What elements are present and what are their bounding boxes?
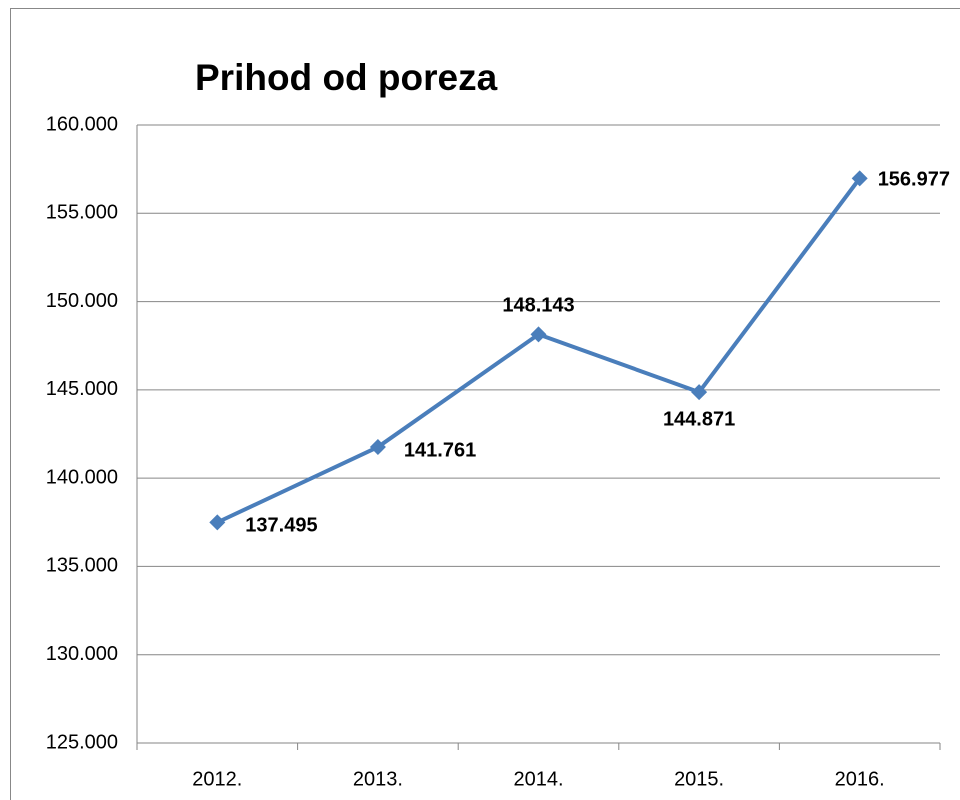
- chart-border: [10, 8, 960, 800]
- y-tick-label: 160.000: [46, 113, 118, 135]
- y-tick-label: 135.000: [46, 555, 118, 577]
- data-label: 144.871: [663, 408, 735, 430]
- marker: [851, 170, 868, 187]
- data-label: 148.143: [502, 295, 574, 317]
- data-label: 156.977: [878, 169, 950, 191]
- y-tick-label: 130.000: [46, 643, 118, 665]
- x-tick-label: 2015.: [674, 768, 724, 790]
- x-tick-label: 2014.: [513, 768, 563, 790]
- y-tick-label: 140.000: [46, 466, 118, 488]
- chart-title: Prihod od poreza: [195, 57, 498, 98]
- marker: [209, 514, 226, 531]
- marker: [691, 384, 708, 401]
- x-tick-label: 2013.: [353, 768, 403, 790]
- x-tick-label: 2012.: [192, 768, 242, 790]
- data-label: 137.495: [245, 515, 317, 537]
- y-tick-label: 150.000: [46, 290, 118, 312]
- marker: [369, 439, 386, 456]
- marker: [530, 326, 547, 343]
- y-tick-label: 125.000: [46, 731, 118, 753]
- x-tick-label: 2016.: [835, 768, 885, 790]
- y-tick-label: 145.000: [46, 378, 118, 400]
- data-label: 141.761: [404, 439, 476, 461]
- y-tick-label: 155.000: [46, 202, 118, 224]
